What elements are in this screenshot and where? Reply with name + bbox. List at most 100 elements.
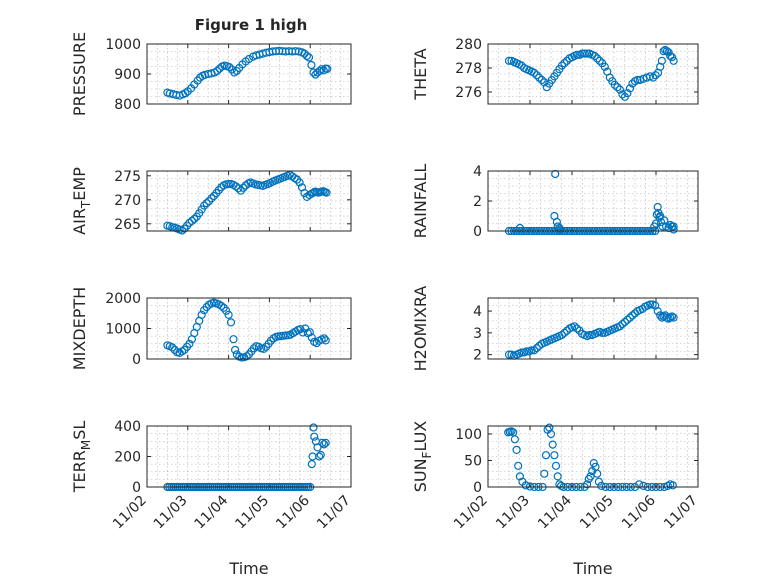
data-point — [202, 199, 211, 208]
y-tick-label: 270 — [114, 193, 141, 209]
data-point — [187, 216, 196, 225]
data-point — [504, 56, 514, 65]
data-point — [666, 313, 675, 322]
data-point — [522, 347, 531, 356]
data-point — [309, 423, 318, 432]
data-point — [294, 47, 303, 56]
y-tick-label: 0 — [132, 352, 141, 368]
data-point — [613, 83, 622, 92]
data-series — [163, 170, 331, 235]
data-point — [633, 75, 642, 85]
y-tick-label: 200 — [114, 450, 141, 466]
data-point — [593, 54, 602, 63]
data-point — [537, 75, 546, 85]
data-point — [244, 54, 254, 64]
x-tick-label: 11/07 — [314, 493, 354, 533]
y-axis-label: MIXDEPTH — [70, 287, 89, 370]
y-tick-label: 0 — [473, 480, 482, 496]
y-tick-label: 3 — [473, 326, 482, 342]
data-point — [660, 216, 669, 225]
data-point — [200, 201, 209, 210]
data-point — [321, 336, 330, 345]
subplot-airtemp: 265 270 275 AIRTEMP — [70, 167, 352, 235]
data-point — [242, 352, 251, 361]
y-tick-label: 2000 — [105, 291, 141, 307]
data-point — [307, 60, 316, 70]
y-tick-label: 4 — [473, 164, 482, 180]
data-point — [557, 61, 567, 70]
x-tick-label: 11/04 — [192, 492, 232, 532]
y-tick-label: 1000 — [105, 37, 141, 53]
y-tick-label: 276 — [455, 85, 482, 101]
y-tick-label: 0 — [473, 224, 482, 240]
data-point — [635, 480, 644, 489]
data-point — [322, 188, 331, 197]
axes-border — [487, 297, 699, 360]
data-point — [181, 89, 190, 98]
data-point — [556, 225, 565, 234]
data-point — [530, 346, 539, 355]
x-tick-label: 11/03 — [151, 493, 191, 533]
y-tick-label: 278 — [455, 61, 482, 77]
data-point — [532, 71, 541, 80]
data-point — [560, 59, 569, 68]
data-point — [668, 481, 677, 490]
data-point — [304, 53, 314, 62]
data-point — [572, 50, 582, 59]
data-point — [653, 307, 662, 316]
data-point — [623, 315, 632, 324]
data-point — [310, 432, 319, 441]
x-tick-label: 11/06 — [619, 492, 659, 532]
axes-border — [146, 170, 352, 232]
data-point — [623, 89, 632, 98]
data-point — [597, 481, 606, 490]
data-point — [582, 480, 592, 489]
data-point — [656, 62, 665, 71]
data-point — [190, 214, 199, 224]
axes-border — [146, 425, 352, 488]
y-tick-label: 800 — [114, 97, 141, 113]
data-point — [625, 313, 635, 322]
data-point — [316, 450, 325, 460]
x-tick-label: 11/06 — [273, 492, 313, 532]
data-point — [207, 194, 216, 203]
data-point — [530, 68, 539, 77]
data-point — [572, 324, 582, 333]
data-series — [163, 46, 332, 100]
subplot-h2omixra: 2 3 4 H2OMIXRA — [411, 286, 699, 371]
axes-border — [146, 43, 352, 105]
data-point — [222, 306, 231, 315]
data-point — [313, 443, 322, 452]
subplot-sunflux: 0 50 100 SUNFLUX 11/02 11/03 11/04 11/05 11/06 11… — [411, 421, 701, 578]
data-point — [541, 451, 551, 460]
data-point — [550, 451, 559, 460]
data-point — [213, 66, 222, 76]
x-tick-label: 11/02 — [451, 493, 491, 533]
axes-border — [487, 170, 699, 232]
data-point — [639, 481, 648, 490]
data-point — [229, 335, 238, 344]
x-axis-label: Time — [228, 559, 268, 578]
data-series — [504, 300, 678, 360]
data-point — [586, 472, 595, 481]
y-tick-label: 4 — [473, 304, 482, 320]
data-point — [234, 184, 243, 193]
y-tick-label: 2 — [473, 194, 482, 210]
data-point — [560, 328, 569, 337]
data-point — [239, 183, 248, 192]
data-point — [514, 461, 523, 470]
data-point — [321, 438, 330, 447]
data-point — [580, 49, 589, 58]
data-point — [600, 62, 609, 71]
data-point — [315, 452, 324, 461]
data-point — [521, 481, 530, 490]
y-tick-label: 100 — [455, 427, 482, 443]
data-point — [259, 344, 268, 353]
data-point — [659, 47, 668, 56]
data-point — [320, 334, 329, 343]
data-point — [302, 51, 311, 61]
x-tick-label: 11/05 — [232, 493, 272, 533]
data-point — [669, 225, 678, 234]
data-point — [224, 179, 233, 189]
data-point — [535, 73, 544, 82]
